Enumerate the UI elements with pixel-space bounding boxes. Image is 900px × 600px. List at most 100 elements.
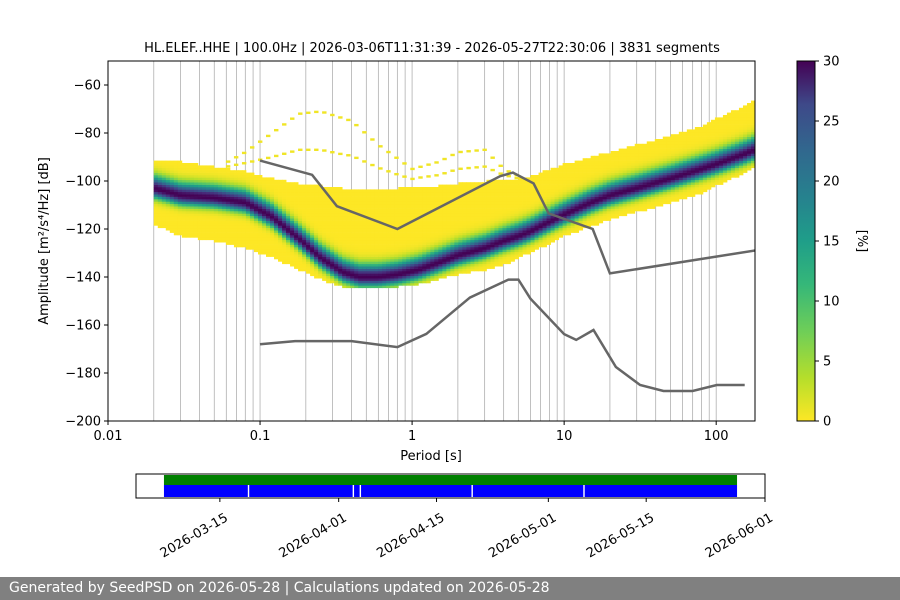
psd-cell	[466, 263, 471, 267]
psd-cell	[602, 155, 608, 159]
psd-cell	[310, 187, 315, 190]
psd-cell	[253, 230, 259, 233]
psd-cell	[482, 232, 487, 236]
psd-cell	[702, 158, 708, 161]
psd-cell	[306, 232, 311, 236]
psd-cell	[678, 153, 684, 157]
psd-cell	[257, 225, 263, 229]
psd-cell	[514, 201, 519, 205]
psd-cell	[185, 165, 191, 169]
psd-cell	[474, 261, 479, 265]
psd-cell	[618, 153, 624, 157]
psd-cell	[686, 191, 692, 195]
psd-cell	[706, 148, 712, 152]
psd-cell	[642, 177, 648, 181]
psd-cell	[478, 218, 483, 221]
psd-cell	[722, 151, 728, 154]
psd-cell	[205, 211, 211, 214]
psd-cell	[634, 187, 640, 190]
psd-cell	[590, 223, 596, 226]
psd-cell	[422, 208, 427, 212]
psd-cell	[362, 280, 367, 284]
psd-cell	[213, 167, 219, 171]
psd-cell	[241, 172, 247, 176]
psd-cell	[386, 194, 391, 197]
psd-cell	[642, 160, 648, 164]
psd-cell	[241, 151, 247, 155]
psd-cell	[466, 220, 471, 224]
psd-cell	[257, 196, 263, 200]
psd-cell	[578, 177, 584, 181]
psd-cell	[498, 220, 503, 224]
psd-cell	[610, 208, 616, 212]
psd-cell	[302, 237, 307, 241]
psd-cell	[386, 203, 391, 207]
psd-cell	[358, 223, 363, 226]
psd-cell	[674, 199, 680, 202]
psd-cell	[658, 146, 664, 149]
psd-cell	[462, 230, 467, 233]
psd-cell	[546, 232, 551, 236]
psd-cell	[406, 201, 411, 205]
psd-cell	[185, 187, 191, 190]
psd-cell	[458, 244, 463, 248]
psd-cell	[574, 179, 580, 183]
psd-cell	[542, 196, 547, 200]
psd-cell	[374, 278, 379, 281]
psd-cell	[710, 151, 716, 154]
psd-cell	[394, 203, 399, 207]
psd-cell	[189, 201, 195, 205]
psd-cell	[614, 160, 620, 164]
psd-cell	[574, 191, 580, 195]
psd-cell	[466, 232, 471, 236]
psd-cell	[566, 182, 572, 185]
psd-cell	[474, 194, 479, 197]
psd-cell	[422, 230, 427, 233]
psd-cell	[346, 213, 351, 217]
psd-cell	[266, 201, 271, 205]
psd-cell	[642, 153, 648, 157]
psd-cell	[257, 140, 263, 143]
psd-cell	[322, 266, 327, 269]
psd-cell	[362, 275, 367, 279]
psd-cell	[730, 117, 736, 121]
psd-cell	[490, 191, 495, 195]
psd-cell	[173, 203, 179, 207]
psd-cell	[338, 196, 343, 200]
psd-cell	[514, 225, 519, 229]
psd-cell	[574, 165, 580, 169]
psd-cell	[390, 271, 395, 274]
psd-cell	[606, 196, 612, 200]
psd-cell	[410, 199, 415, 202]
psd-cell	[582, 167, 588, 171]
psd-cell	[486, 208, 491, 212]
psd-cell	[249, 235, 255, 238]
psd-cell	[362, 242, 367, 245]
psd-cell	[674, 189, 680, 193]
psd-cell	[286, 194, 291, 197]
psd-cell	[486, 232, 491, 236]
psd-cell	[466, 184, 471, 188]
psd-cell	[213, 223, 219, 226]
psd-cell	[318, 199, 323, 202]
psd-cell	[402, 263, 407, 267]
psd-cell	[694, 170, 700, 173]
psd-cell	[454, 256, 459, 260]
psd-cell	[221, 211, 227, 214]
psd-cell	[566, 220, 572, 224]
psd-cell	[410, 189, 415, 193]
psd-cell	[474, 242, 479, 245]
psd-cell	[261, 249, 267, 253]
psd-cell	[702, 182, 708, 185]
psd-cell	[322, 237, 327, 241]
psd-cell	[466, 235, 471, 238]
psd-cell	[502, 182, 507, 185]
psd-cell	[237, 215, 243, 219]
psd-cell	[574, 184, 580, 188]
psd-cell	[674, 158, 680, 161]
psd-cell	[426, 201, 431, 205]
psd-cell	[161, 225, 167, 229]
psd-cell	[426, 213, 431, 217]
psd-cell	[542, 213, 547, 217]
psd-cell	[257, 213, 263, 217]
